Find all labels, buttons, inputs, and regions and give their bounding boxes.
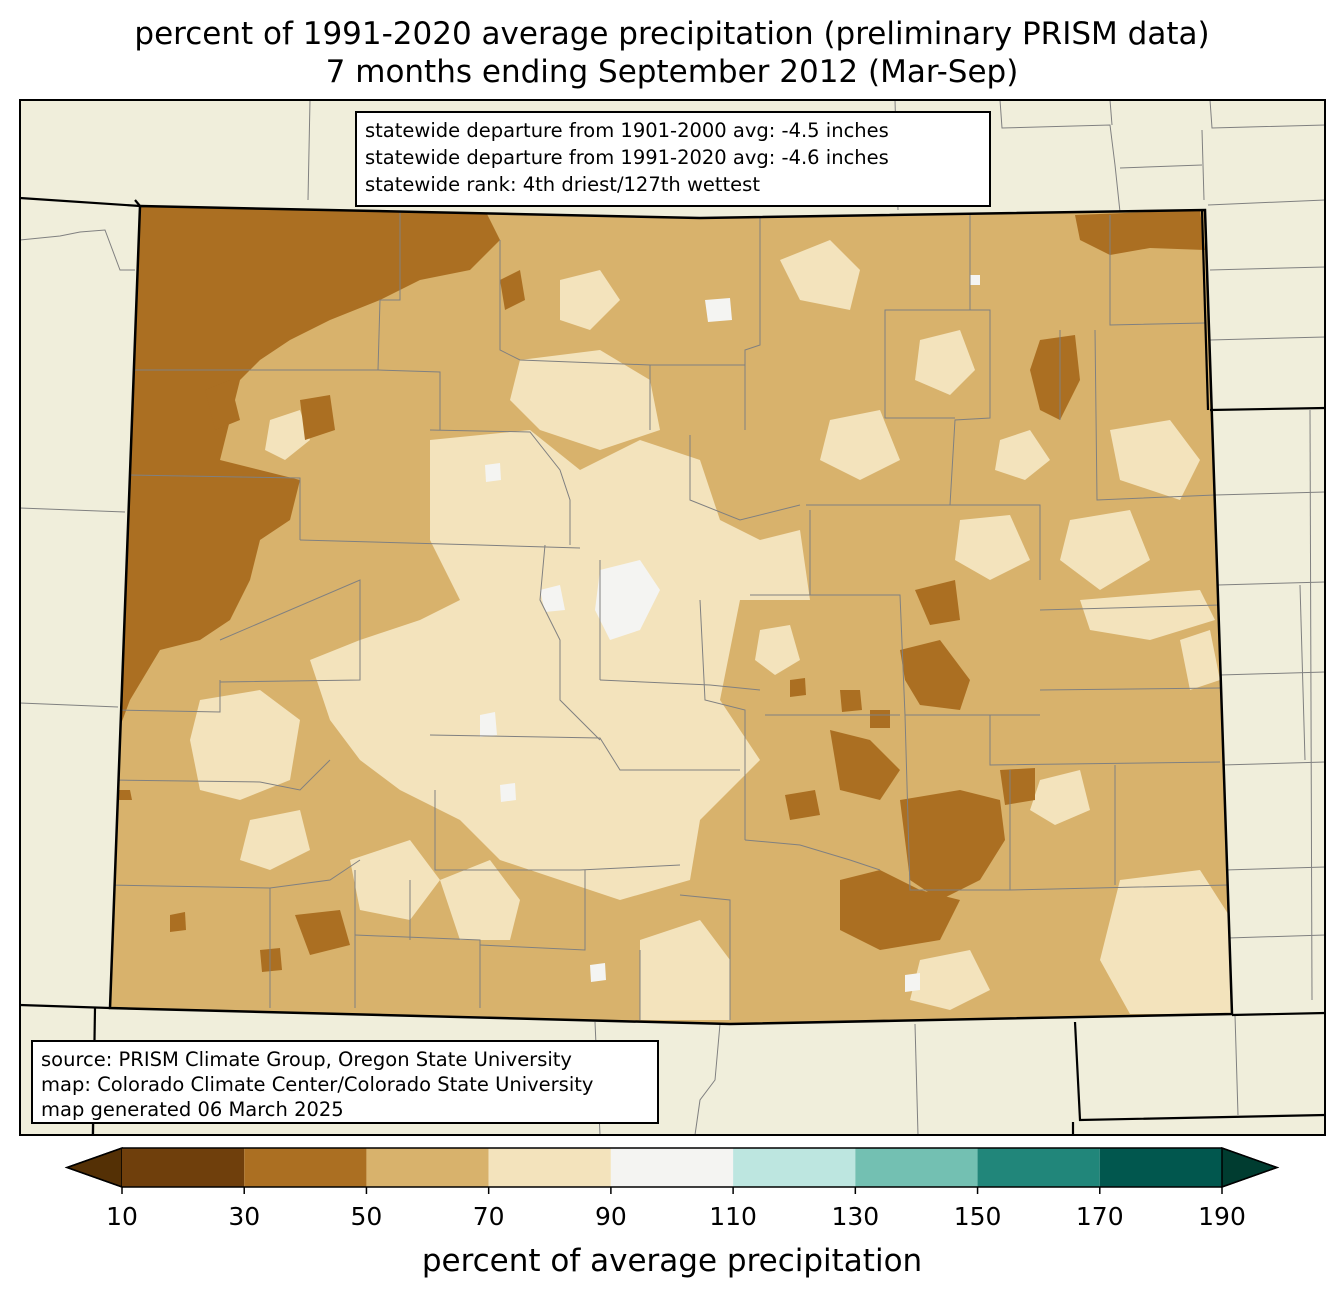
colorbar-tick-label: 150 (953, 1202, 1002, 1231)
colorbar-bin (366, 1148, 489, 1187)
colorado-county-lines (110, 210, 1229, 1020)
source-line-2: map: Colorado Climate Center/Colorado St… (41, 1073, 594, 1096)
colorbar-tick-label: 50 (350, 1202, 383, 1231)
colorado-precip-field (110, 206, 1232, 1024)
colorbar (64, 1146, 1280, 1194)
source-box: source: PRISM Climate Group, Oregon Stat… (31, 1040, 659, 1124)
colorbar-bin (244, 1148, 367, 1187)
colorbar-extend-high (1221, 1146, 1280, 1189)
colorbar-bin (488, 1148, 611, 1187)
colorbar-tick-label: 90 (594, 1202, 627, 1231)
colorbar-label: percent of average precipitation (421, 1243, 923, 1279)
map-frame-border (19, 99, 1326, 1136)
colorbar-tick-label: 110 (709, 1202, 757, 1231)
colorbar-bin (977, 1148, 1100, 1187)
statewide-stats-box: statewide departure from 1901-2000 avg: … (355, 111, 991, 207)
colorbar-tick-label: 10 (106, 1202, 138, 1231)
source-line-3: map generated 06 March 2025 (41, 1098, 344, 1121)
colorbar-tick-label: 170 (1075, 1202, 1124, 1231)
colorbar-bin (855, 1148, 978, 1187)
colorbar-bin (610, 1148, 734, 1187)
colorbar-tick-label: 30 (228, 1202, 261, 1231)
precip-90-110-areas (480, 275, 980, 992)
stats-line-3: statewide rank: 4th driest/127th wettest (365, 173, 760, 196)
colorbar-bin (1099, 1148, 1222, 1187)
colorado-border (108, 204, 1234, 1026)
map-title-line-2: 7 months ending September 2012 (Mar-Sep) (325, 54, 1019, 90)
stats-line-1: statewide departure from 1901-2000 avg: … (365, 119, 889, 142)
colorbar-bin (122, 1148, 245, 1187)
stats-line-2: statewide departure from 1991-2020 avg: … (365, 146, 889, 169)
source-line-1: source: PRISM Climate Group, Oregon Stat… (41, 1048, 572, 1071)
state-borders (19, 196, 1326, 1136)
colorbar-tick-label: 130 (831, 1202, 880, 1231)
colorbar-bin (733, 1148, 856, 1187)
colorbar-tick-label: 190 (1198, 1202, 1246, 1231)
colorbar-extend-low (64, 1146, 123, 1189)
map-title-line-1: percent of 1991-2020 average precipitati… (134, 16, 1210, 52)
colorbar-tick-label: 70 (472, 1202, 505, 1231)
